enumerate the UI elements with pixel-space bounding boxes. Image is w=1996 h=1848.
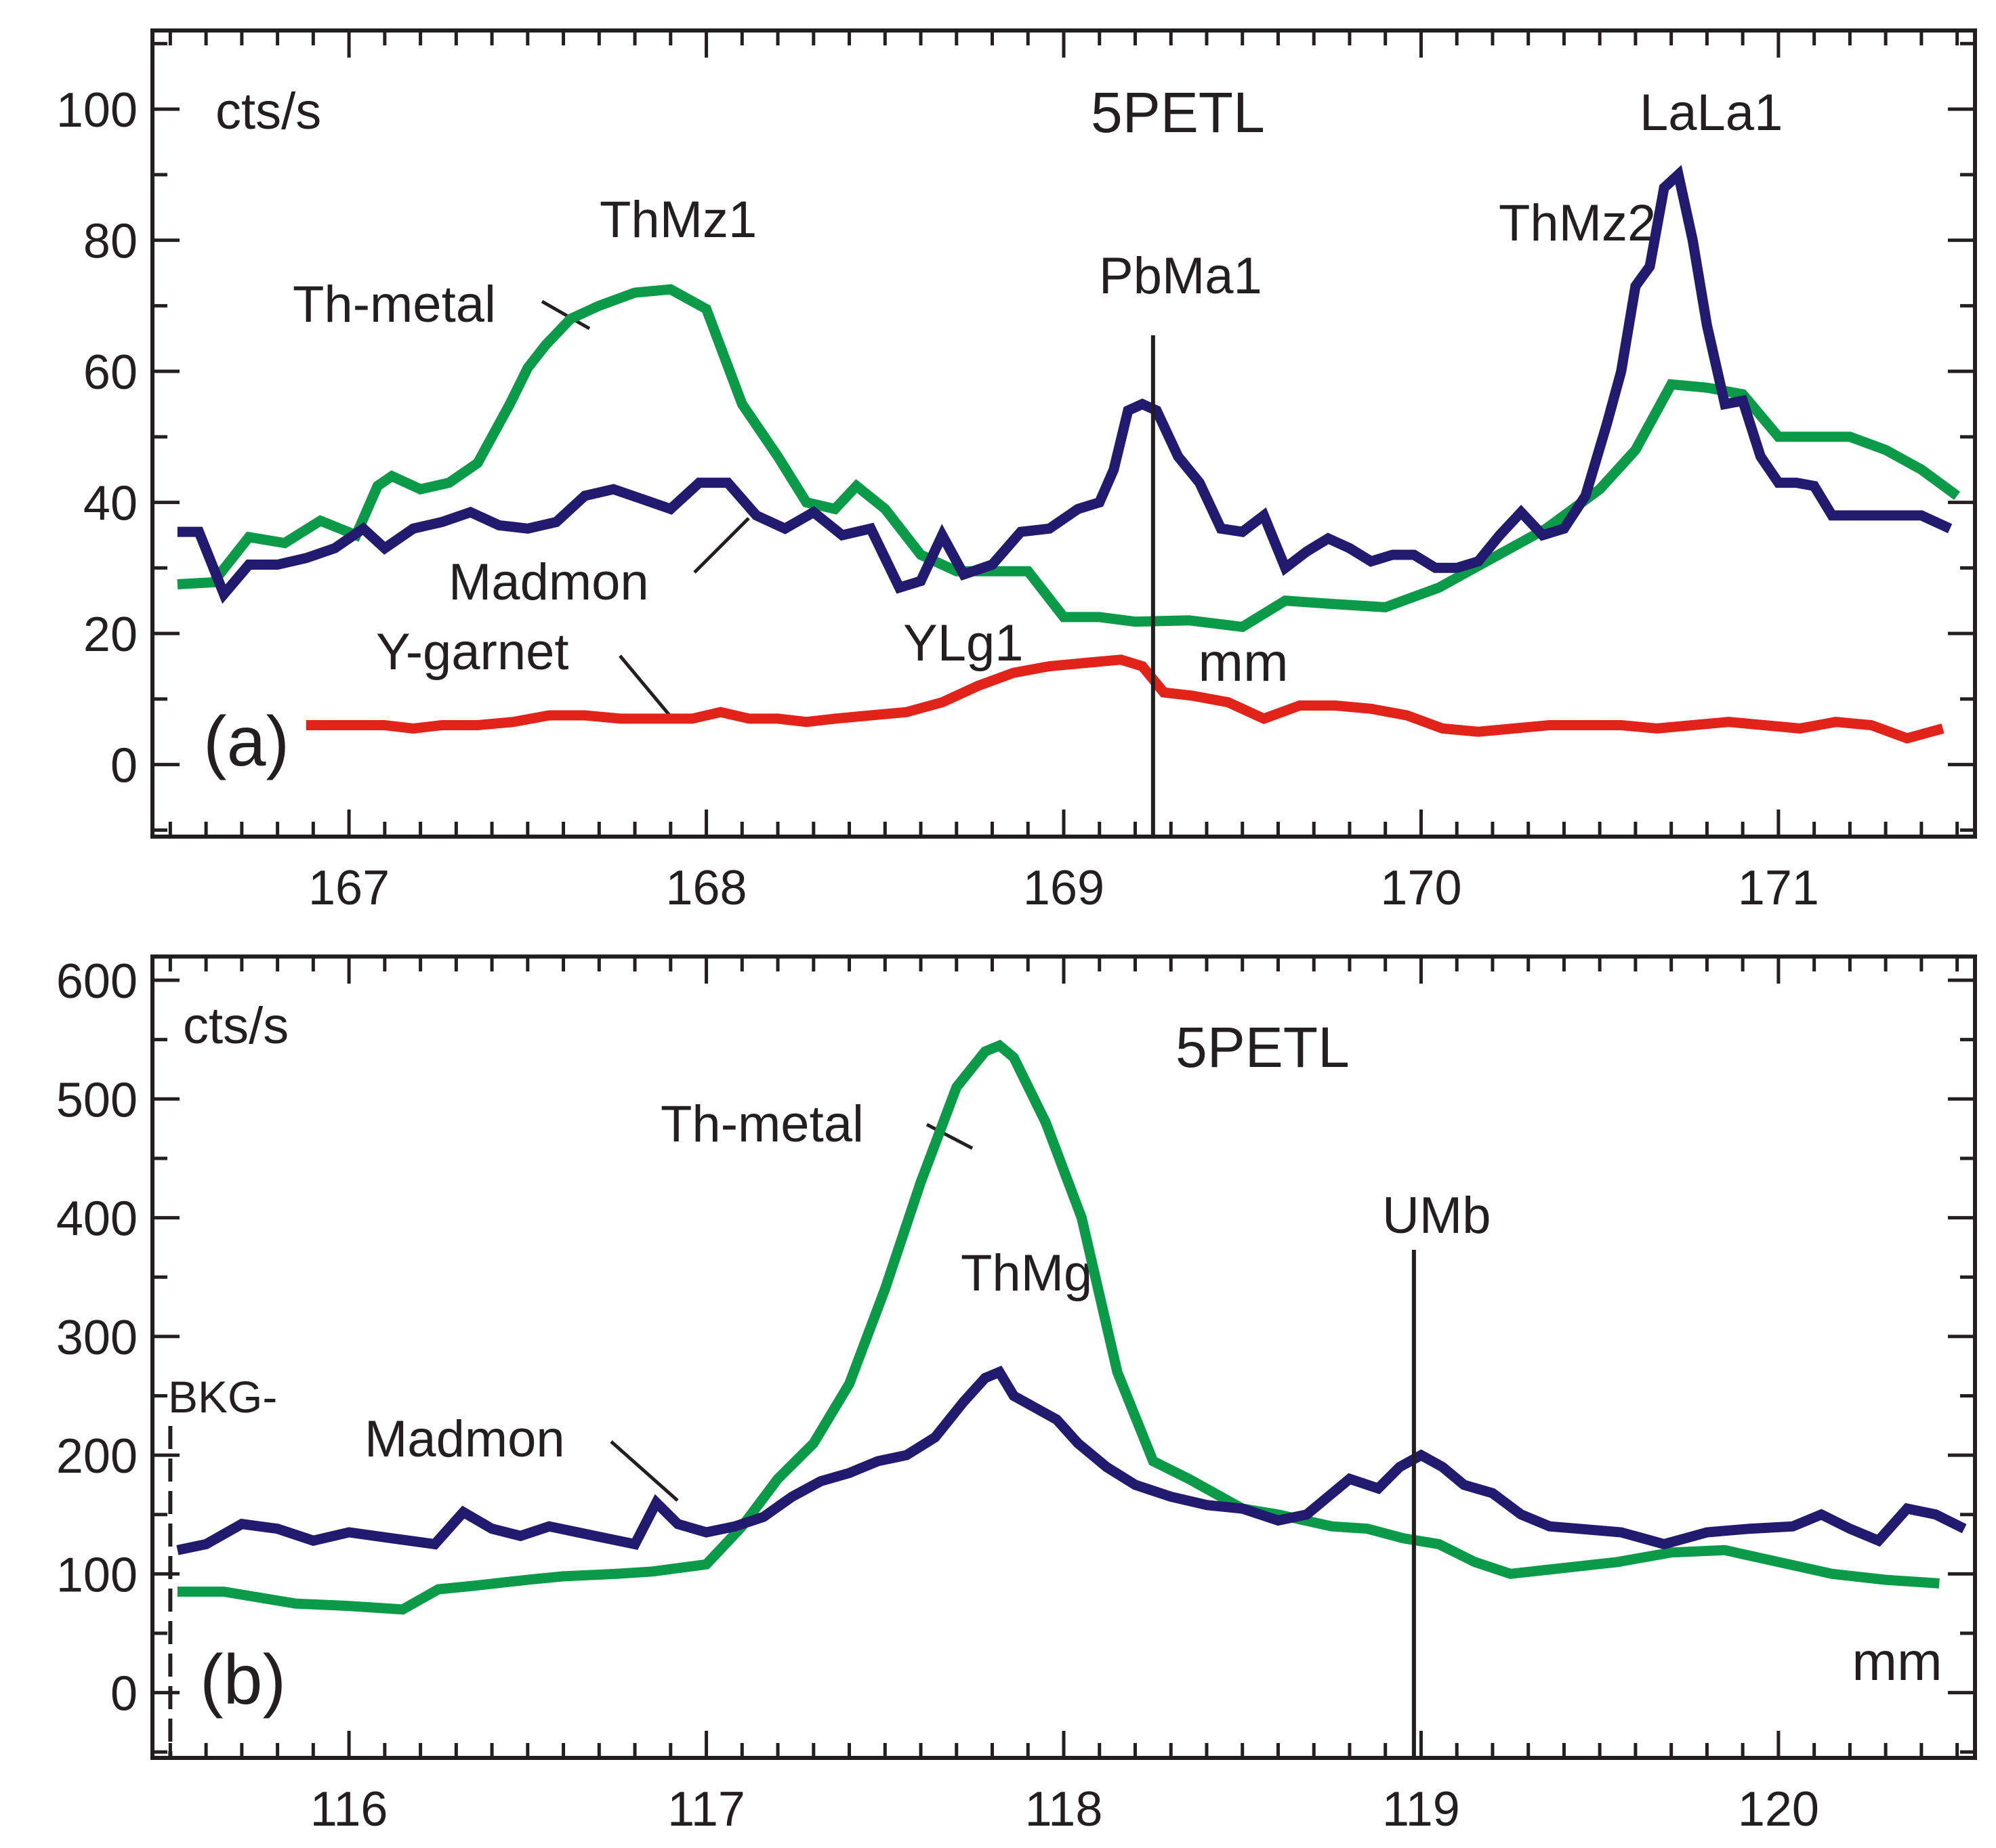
panel-a-leader-madmon bbox=[693, 517, 750, 574]
panel-b-panel-label: (b) bbox=[200, 1641, 286, 1719]
panel-a-series-y-garnet bbox=[306, 654, 1945, 744]
panel-b-xlabel: mm bbox=[1852, 1631, 1942, 1692]
panel-b-title: 5PETL bbox=[1176, 1015, 1350, 1079]
panel-b-y-tick-label: 100 bbox=[56, 1548, 138, 1602]
panel-a-label-pbma1: PbMa1 bbox=[1099, 247, 1262, 305]
panel-b-y-tick-label: 300 bbox=[56, 1311, 138, 1365]
panel-b-label-th-metal: Th-metal bbox=[661, 1095, 864, 1153]
panel-a-label-thmz2: ThMz2 bbox=[1499, 194, 1656, 252]
panel-b-label-madmon: Madmon bbox=[365, 1410, 565, 1468]
panel-a-label-lala1: LaLa1 bbox=[1640, 84, 1783, 142]
panel-b-plot-frame bbox=[150, 954, 1977, 1760]
panel-a-x-tick-label: 171 bbox=[1738, 861, 1819, 915]
panel-a-x-tick-label: 170 bbox=[1380, 861, 1461, 915]
panel-b-series-madmon bbox=[176, 1365, 1967, 1555]
panel-a-x-tick-label: 169 bbox=[1023, 861, 1104, 915]
panel-a-y-tick-label: 80 bbox=[83, 215, 138, 269]
panel-a-panel-label: (a) bbox=[203, 702, 289, 781]
panel-a: cts/s 5PETL mm (a) ThMz1 Th-metal PbMa1 … bbox=[203, 81, 1783, 781]
panel-b-y-tick-label: 500 bbox=[56, 1073, 138, 1127]
panel-b-y-tick-label: 0 bbox=[110, 1667, 138, 1721]
panel-a-series-th-metal bbox=[177, 284, 1961, 633]
panel-b-label-umb: UMb bbox=[1382, 1187, 1491, 1244]
panel-b-label-thmg: ThMg bbox=[961, 1244, 1092, 1302]
panel-b-x-tick-label: 117 bbox=[667, 1782, 745, 1836]
panel-a-y-tick-label: 100 bbox=[56, 83, 138, 138]
panel-a-y-tick-label: 0 bbox=[110, 739, 138, 793]
panel-a-plot-frame bbox=[150, 28, 1977, 839]
panel-a-label-thmz1: ThMz1 bbox=[600, 191, 757, 249]
panel-b-leader-madmon bbox=[610, 1440, 679, 1502]
chart-marks-layer: 167 168 169 170 171 0 20 40 60 80 100 116 117 118 119 1… bbox=[56, 28, 1977, 1836]
panel-a-y-tick-label: 60 bbox=[83, 345, 138, 400]
panel-a-y-tick-label: 40 bbox=[83, 477, 138, 531]
panel-b-y-tick-label: 600 bbox=[56, 954, 138, 1009]
panel-a-xlabel: mm bbox=[1198, 632, 1288, 692]
panel-a-title: 5PETL bbox=[1091, 81, 1265, 144]
panel-a-label-madmon: Madmon bbox=[449, 553, 649, 611]
panel-b-x-tick-label: 116 bbox=[310, 1782, 388, 1836]
panel-b-label-bkg: BKG- bbox=[168, 1372, 277, 1422]
panel-a-label-ylg1: YLg1 bbox=[903, 614, 1024, 672]
panel-a-x-tick-label: 168 bbox=[665, 861, 747, 915]
panel-b-ylabel: cts/s bbox=[183, 997, 289, 1055]
panel-a-leader-y-garnet bbox=[619, 654, 672, 718]
panel-b-x-tick-label: 118 bbox=[1025, 1782, 1103, 1836]
panel-b-x-tick-label: 119 bbox=[1382, 1782, 1460, 1836]
panel-a-series-madmon bbox=[177, 165, 1953, 604]
panel-b-y-tick-label: 400 bbox=[56, 1192, 138, 1246]
panel-b: cts/s 5PETL mm (b) Th-metal ThMg UMb BKG… bbox=[168, 997, 1942, 1719]
panel-a-label-y-garnet: Y-garnet bbox=[376, 623, 569, 681]
panel-a-ylabel: cts/s bbox=[215, 83, 321, 140]
panel-b-series-th-metal bbox=[177, 1039, 1940, 1615]
panel-a-label-th-metal: Th-metal bbox=[293, 276, 496, 333]
panel-b-y-tick-label: 200 bbox=[56, 1429, 138, 1484]
panel-a-leader-th-metal bbox=[541, 299, 591, 331]
panel-a-y-tick-label: 20 bbox=[83, 608, 138, 662]
panel-a-x-tick-label: 167 bbox=[308, 861, 390, 915]
panel-b-leader-th-metal bbox=[926, 1122, 974, 1150]
panel-b-x-tick-label: 120 bbox=[1738, 1782, 1819, 1836]
